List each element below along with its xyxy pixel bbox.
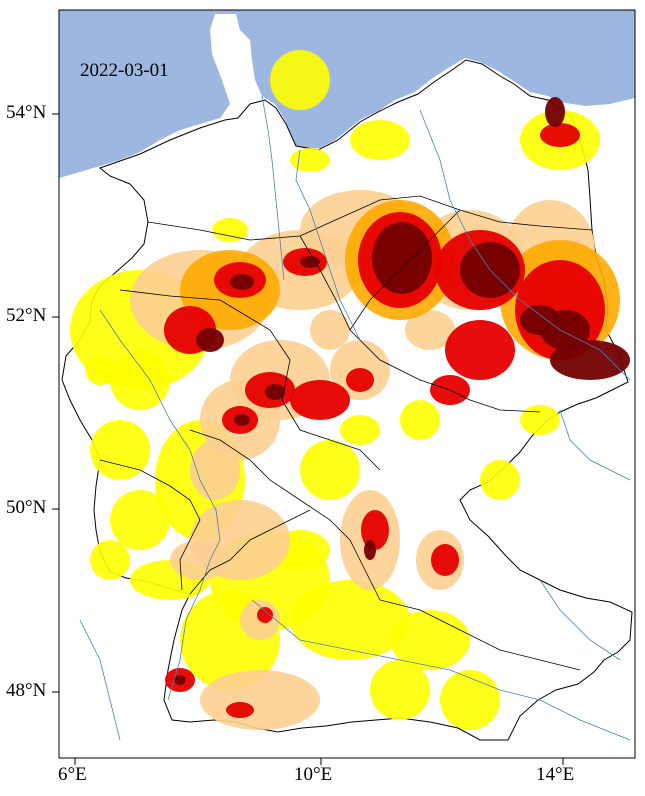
drought-cell-level-1 [212, 218, 248, 242]
drought-cell-level-4 [445, 320, 515, 380]
drought-cell-level-4 [257, 607, 273, 623]
state-borders [99, 195, 593, 671]
drought-cell-level-5 [174, 675, 186, 685]
drought-cell-level-1 [110, 350, 170, 410]
drought-cell-level-1 [290, 148, 330, 172]
drought-cell-level-5 [230, 274, 254, 290]
drought-cell-level-1 [350, 120, 410, 160]
drought-cell-level-1 [300, 440, 360, 500]
drought-cell-level-5 [265, 384, 285, 400]
drought-cell-level-5 [545, 97, 565, 127]
drought-cell-level-5 [364, 540, 376, 560]
drought-cell-level-4 [290, 380, 350, 420]
drought-cell-level-1 [90, 420, 150, 480]
drought-cell-level-1 [85, 355, 115, 385]
drought-cell-level-4 [346, 368, 374, 392]
drought-cell-level-1 [370, 660, 430, 720]
rivers [79, 95, 631, 741]
lat-tick-50: 50°N [6, 497, 47, 518]
drought-cell-level-2 [170, 540, 230, 580]
drought-cell-level-1 [440, 670, 500, 730]
drought-cell-level-2 [190, 440, 240, 500]
drought-cell-level-1 [480, 460, 520, 500]
drought-cell-level-5 [372, 222, 432, 294]
drought-cell-level-4 [361, 510, 389, 550]
drought-cell-level-1 [340, 415, 380, 445]
map-frame [58, 9, 636, 759]
drought-cell-level-5 [550, 340, 630, 380]
drought-cells-layer [70, 50, 630, 730]
axis-ticks [52, 113, 564, 765]
lat-tick-48: 48°N [6, 680, 47, 701]
drought-cell-level-5 [196, 328, 224, 352]
lon-tick-6: 6°E [58, 764, 87, 785]
lat-tick-52: 52°N [6, 305, 47, 326]
north-sea-baltic-area [59, 10, 635, 178]
drought-cell-level-1 [400, 400, 440, 440]
drought-cell-level-5 [520, 305, 560, 335]
drought-cell-level-5 [234, 414, 250, 426]
drought-cell-level-2 [405, 310, 455, 350]
drought-cell-level-1 [90, 540, 130, 580]
drought-cell-level-4 [540, 123, 580, 147]
lon-tick-14: 14°E [536, 764, 575, 785]
drought-cell-level-2 [310, 310, 350, 350]
drought-cell-level-5 [300, 256, 320, 268]
lon-tick-10: 10°E [294, 764, 333, 785]
drought-cell-level-1 [270, 50, 330, 110]
date-label: 2022-03-01 [80, 60, 169, 81]
drought-cell-level-1 [110, 490, 170, 550]
drought-cell-level-1 [520, 405, 560, 435]
lat-tick-54: 54°N [6, 102, 47, 123]
drought-cell-level-4 [431, 544, 459, 576]
drought-cell-level-4 [226, 702, 254, 718]
drought-cell-level-2 [200, 670, 320, 730]
